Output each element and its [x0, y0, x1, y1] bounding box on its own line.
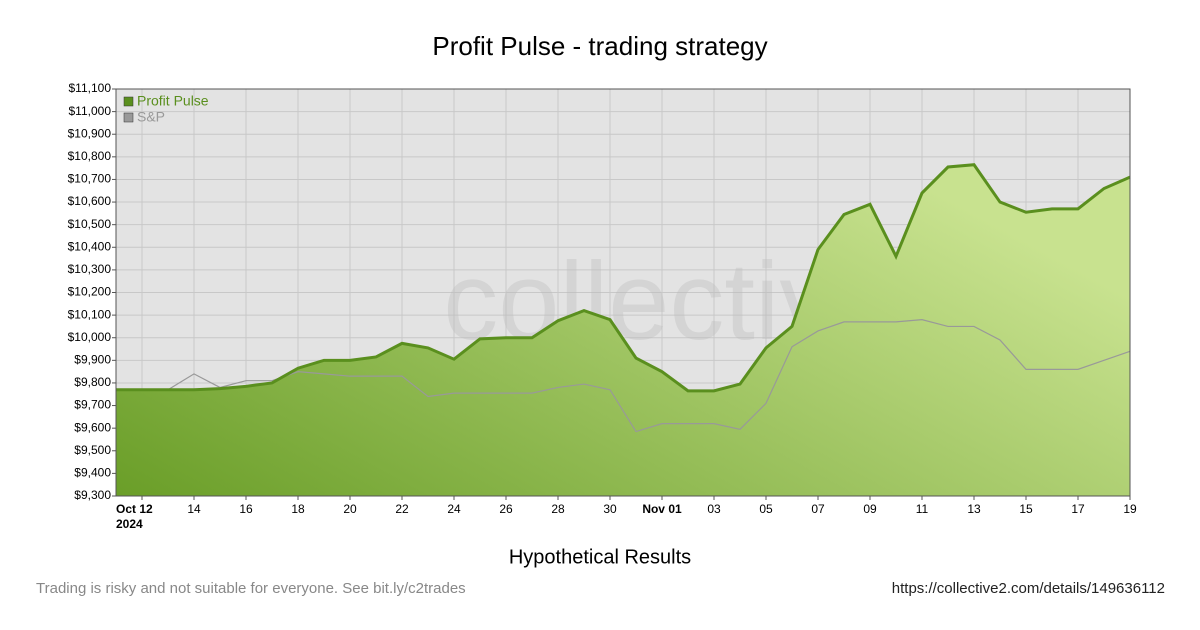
x-tick-label: 18: [291, 502, 305, 516]
y-tick-label: $10,500: [68, 217, 112, 231]
x-tick-label: 03: [707, 502, 721, 516]
y-tick-label: $10,800: [68, 149, 112, 163]
x-tick-label: 16: [239, 502, 253, 516]
x-axis-label: Hypothetical Results: [509, 546, 691, 568]
x-tick-label: 14: [187, 502, 201, 516]
y-tick-label: $9,800: [74, 375, 111, 389]
x-tick-label: 24: [447, 502, 461, 516]
y-tick-label: $10,200: [68, 285, 112, 299]
x-tick-label: 11: [916, 502, 929, 516]
disclaimer: Trading is risky and not suitable for ev…: [36, 580, 466, 597]
x-tick-label: 09: [863, 502, 877, 516]
x-tick-label: 22: [395, 502, 409, 516]
x-tick-label: 28: [551, 502, 565, 516]
y-tick-label: $10,900: [68, 126, 112, 140]
x-tick-label: Oct 12: [116, 502, 153, 516]
y-tick-label: $9,400: [74, 466, 111, 480]
x-tick-label: 26: [499, 502, 513, 516]
x-tick-label: Nov 01: [642, 502, 682, 516]
y-tick-label: $9,600: [74, 420, 111, 434]
y-tick-label: $10,000: [68, 330, 112, 344]
x-tick-label: 13: [967, 502, 981, 516]
legend-swatch: [123, 112, 134, 123]
x-tick-label: 15: [1019, 502, 1033, 516]
y-tick-label: $9,500: [74, 443, 111, 457]
y-tick-label: $9,700: [74, 398, 111, 412]
x-tick-label: 05: [759, 502, 773, 516]
line: [116, 163, 1131, 393]
y-tick-label: $10,400: [68, 239, 112, 253]
legend-label: Profit Pulse: [137, 93, 209, 109]
y-tick-label: $10,100: [68, 307, 112, 321]
legend-swatch: [123, 96, 134, 107]
x-tick-label: 19: [1123, 502, 1137, 516]
x-tick-year: 2024: [116, 517, 143, 531]
x-tick-label: 17: [1071, 502, 1085, 516]
source-url: https://collective2.com/details/14963611…: [892, 580, 1165, 597]
x-tick-label: 07: [811, 502, 825, 516]
chart-title: Profit Pulse - trading strategy: [432, 31, 767, 61]
y-tick-label: $11,000: [69, 104, 112, 118]
y-tick-label: $9,900: [74, 353, 111, 367]
area: [116, 164, 1130, 496]
y-tick-label: $11,100: [69, 81, 112, 95]
legend-label: S&P: [137, 109, 165, 125]
y-tick-label: $10,600: [68, 194, 112, 208]
y-tick-label: $9,300: [74, 488, 111, 502]
x-tick-label: 30: [603, 502, 617, 516]
y-tick-label: $10,700: [68, 172, 112, 186]
y-tick-label: $10,300: [68, 262, 112, 276]
x-tick-label: 20: [343, 502, 357, 516]
